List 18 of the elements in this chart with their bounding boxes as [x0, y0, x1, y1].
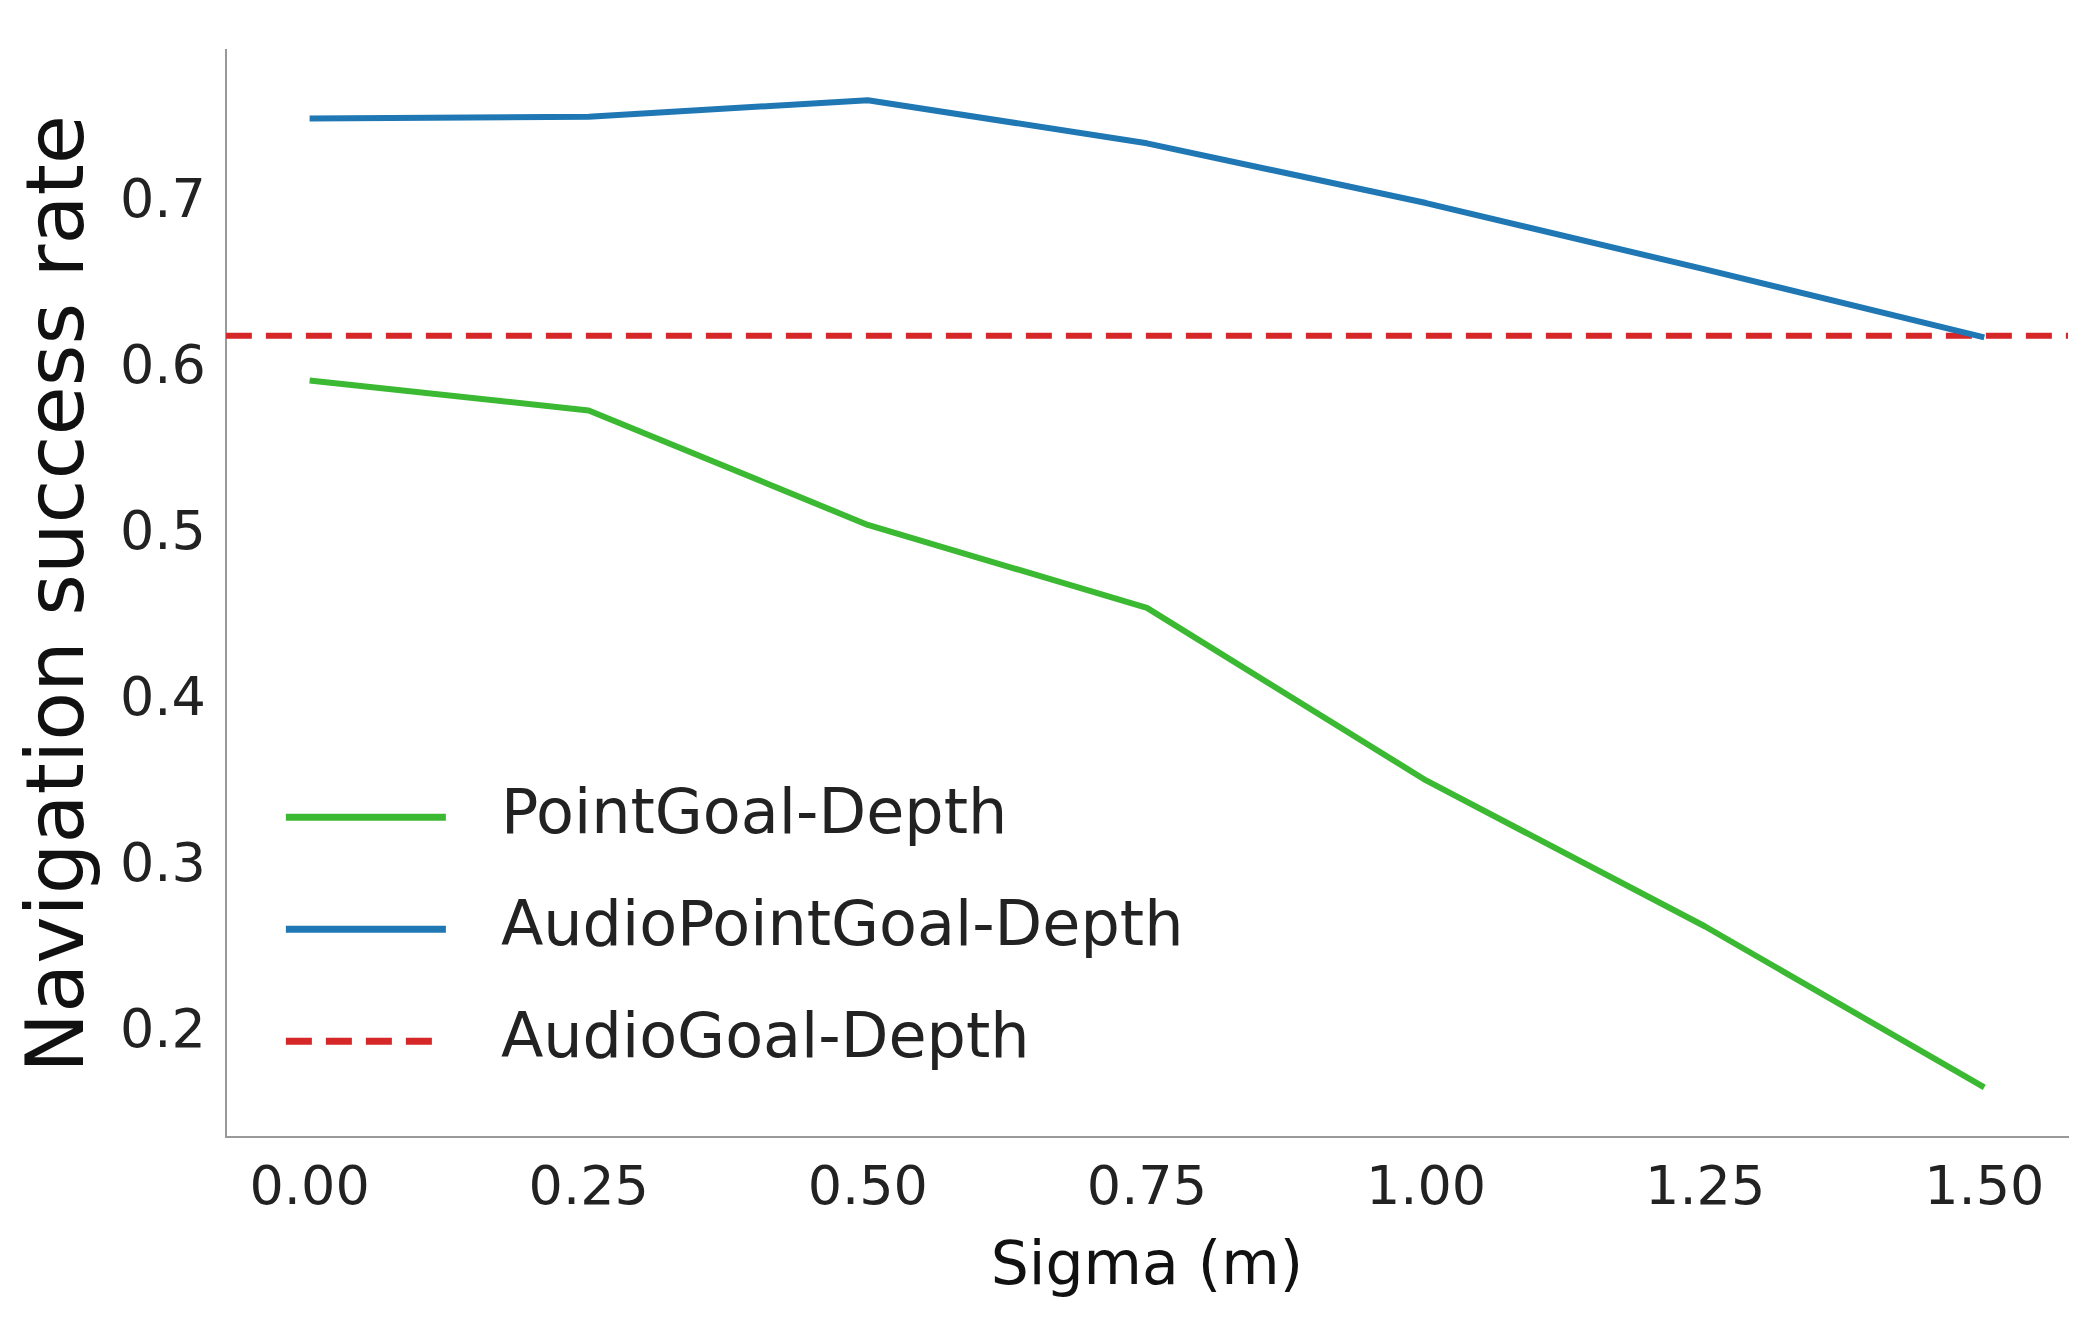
x-tick-label: 0.25: [528, 1153, 649, 1217]
legend-label: AudioGoal-Depth: [500, 999, 1030, 1073]
y-tick-label: 0.4: [119, 664, 206, 728]
y-axis-title: Navigation success rate: [8, 114, 102, 1073]
x-tick-label: 0.75: [1086, 1153, 1208, 1217]
y-tick-label: 0.2: [119, 996, 206, 1060]
x-tick-label: 1.00: [1365, 1153, 1487, 1217]
x-tick-label: 1.50: [1924, 1153, 2045, 1217]
x-axis-title: Sigma (m): [990, 1227, 1304, 1298]
legend-label: AudioPointGoal-Depth: [500, 887, 1184, 961]
x-tick-label: 0.50: [807, 1153, 928, 1217]
x-tick-label: 0.00: [249, 1153, 370, 1217]
legend-label: PointGoal-Depth: [500, 775, 1008, 849]
y-tick-label: 0.7: [119, 167, 206, 231]
y-tick-label: 0.5: [119, 498, 206, 562]
x-tick-label: 1.25: [1645, 1153, 1766, 1217]
y-tick-label: 0.3: [119, 830, 206, 894]
y-tick-label: 0.6: [119, 333, 206, 396]
